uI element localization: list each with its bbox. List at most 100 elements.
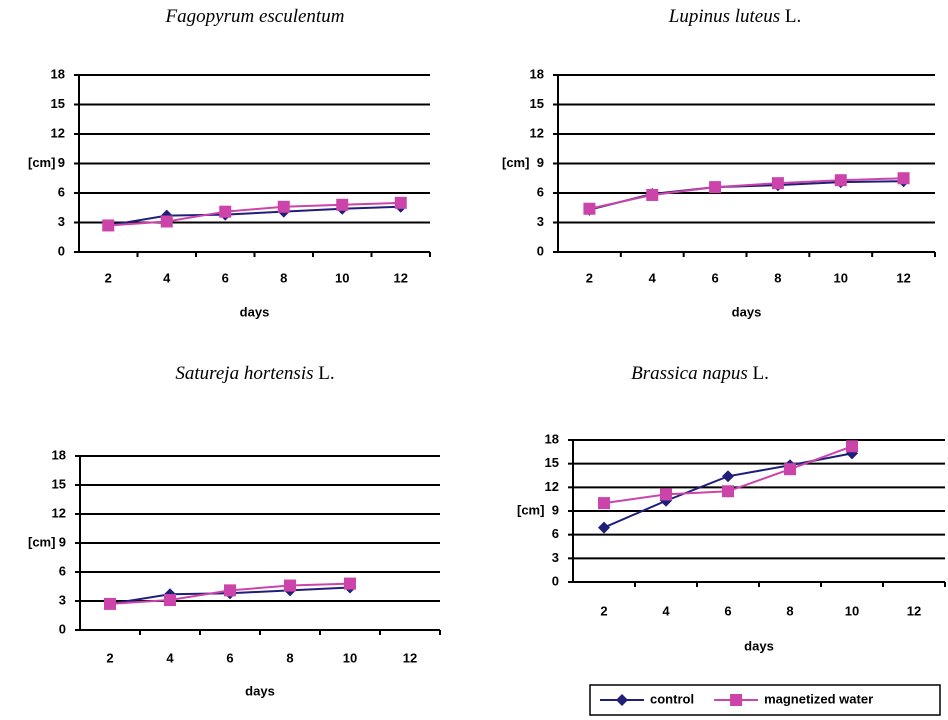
- y-tick-label: 12: [51, 125, 65, 140]
- x-tick-label: 6: [711, 270, 718, 285]
- point: [897, 172, 910, 185]
- title-italic: Brassica napus: [631, 363, 748, 384]
- y-tick-label: 0: [552, 573, 559, 588]
- point: [284, 579, 296, 592]
- x-tick-label: 4: [166, 650, 174, 665]
- series-line: [108, 201, 401, 227]
- y-tick-label: 0: [58, 243, 65, 258]
- y-tick-label: 0: [537, 243, 544, 258]
- point: [598, 521, 610, 534]
- y-tick-label: 6: [59, 563, 66, 578]
- y-tick-label: 3: [552, 550, 559, 565]
- x-tick-label: 4: [662, 603, 670, 618]
- point: [846, 440, 858, 453]
- y-tick-label: 15: [52, 476, 66, 491]
- x-tick-label: 12: [907, 603, 921, 618]
- title-suffix: L.: [785, 6, 801, 27]
- y-tick-label: 0: [59, 621, 66, 636]
- chart-title: Satureja hortensis L.: [175, 363, 334, 384]
- point: [277, 200, 290, 213]
- y-tick-label: 3: [537, 214, 544, 229]
- x-tick-label: 6: [724, 603, 731, 618]
- x-tick-label: 6: [226, 650, 233, 665]
- x-tick-label: 6: [222, 270, 229, 285]
- x-tick-label: 2: [586, 270, 593, 285]
- y-tick-label: 6: [552, 526, 559, 541]
- x-tick-label: 10: [343, 650, 357, 665]
- x-tick-label: 12: [403, 650, 417, 665]
- point: [104, 597, 116, 610]
- x-tick-label: 4: [163, 270, 171, 285]
- y-tick-label: 12: [52, 505, 66, 520]
- x-tick-label: 8: [786, 603, 793, 618]
- y-tick-label: 9: [59, 534, 66, 549]
- x-tick-label: 10: [834, 270, 848, 285]
- point: [834, 174, 847, 187]
- title-italic: Fagopyrum esculentum: [165, 6, 345, 27]
- y-tick-label: 18: [52, 447, 66, 462]
- point: [598, 497, 610, 510]
- point: [709, 181, 722, 194]
- y-axis-label: [cm]: [28, 155, 55, 170]
- title-italic: Satureja hortensis: [175, 363, 313, 384]
- y-tick-label: 15: [545, 455, 559, 470]
- title-suffix: L.: [318, 363, 334, 384]
- point: [224, 584, 236, 597]
- point: [102, 219, 115, 232]
- series-line: [108, 205, 401, 227]
- point: [722, 470, 734, 483]
- series-line: [589, 177, 904, 210]
- legend-box: [589, 684, 941, 716]
- y-tick-label: 15: [530, 96, 544, 111]
- chart-title: Fagopyrum esculentum: [165, 6, 345, 27]
- y-tick-label: 12: [530, 125, 544, 140]
- legend-marker: [730, 694, 743, 706]
- point: [660, 488, 672, 501]
- x-axis-label: days: [732, 304, 762, 319]
- y-tick-label: 9: [58, 155, 65, 170]
- chart-title: Lupinus luteus L.: [668, 6, 801, 27]
- y-tick-label: 3: [58, 214, 65, 229]
- x-tick-label: 12: [394, 270, 408, 285]
- x-tick-label: 12: [896, 270, 910, 285]
- point: [771, 177, 784, 190]
- x-tick-label: 2: [105, 270, 112, 285]
- point: [583, 202, 596, 215]
- x-tick-label: 8: [774, 270, 781, 285]
- title-suffix: L.: [753, 363, 769, 384]
- point: [160, 215, 173, 228]
- y-axis-label: [cm]: [517, 502, 544, 517]
- y-tick-label: 9: [552, 502, 559, 517]
- y-tick-label: 15: [51, 96, 65, 111]
- y-tick-label: 9: [537, 155, 544, 170]
- legend-marker: [616, 694, 628, 706]
- point: [219, 205, 232, 218]
- legend-label: control: [650, 691, 694, 706]
- x-axis-label: days: [240, 304, 270, 319]
- point: [344, 577, 356, 590]
- x-tick-label: 8: [286, 650, 293, 665]
- legend-label: magnetized water: [764, 691, 873, 706]
- y-tick-label: 18: [545, 431, 559, 446]
- point: [336, 198, 349, 211]
- y-tick-label: 3: [59, 592, 66, 607]
- y-tick-label: 6: [537, 184, 544, 199]
- y-axis-label: [cm]: [502, 155, 529, 170]
- x-tick-label: 10: [335, 270, 349, 285]
- y-axis-label: [cm]: [28, 534, 55, 549]
- x-tick-label: 8: [280, 270, 287, 285]
- point: [722, 485, 734, 498]
- x-tick-label: 10: [845, 603, 859, 618]
- point: [646, 188, 659, 201]
- chart-title: Brassica napus L.: [631, 363, 769, 384]
- y-tick-label: 18: [530, 66, 544, 81]
- point: [394, 196, 407, 209]
- x-axis-label: days: [744, 638, 774, 653]
- point: [784, 463, 796, 476]
- x-tick-label: 2: [600, 603, 607, 618]
- y-tick-label: 18: [51, 66, 65, 81]
- x-tick-label: 2: [106, 650, 113, 665]
- y-tick-label: 6: [58, 184, 65, 199]
- x-axis-label: days: [245, 683, 275, 698]
